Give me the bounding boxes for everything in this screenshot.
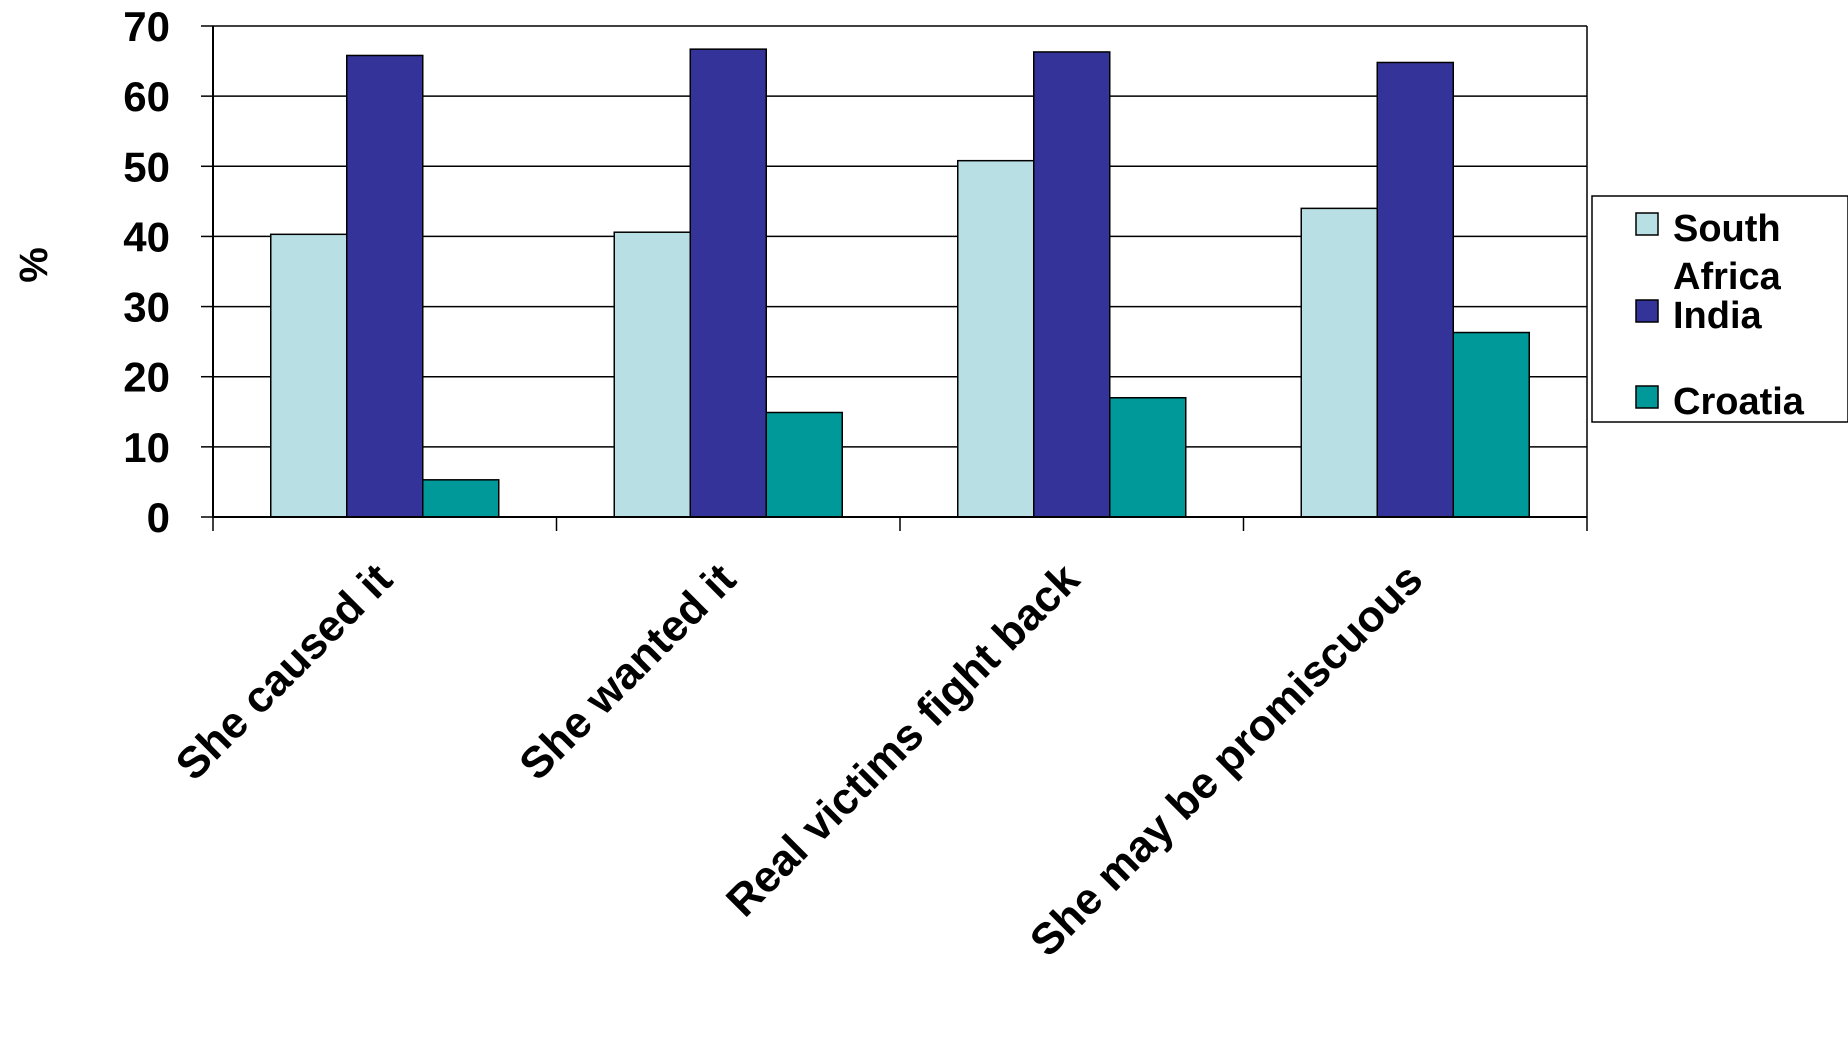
y-tick-label: 30 xyxy=(123,284,170,331)
bar xyxy=(689,48,767,518)
legend-swatch xyxy=(1635,299,1659,323)
y-tick-label: 60 xyxy=(123,73,170,120)
bar xyxy=(422,479,500,518)
legend-label: Croatia xyxy=(1673,381,1805,423)
bar xyxy=(1109,397,1187,518)
bar xyxy=(613,231,691,518)
bars xyxy=(270,48,1530,518)
gridlines xyxy=(213,25,1588,517)
legend-swatch xyxy=(1635,385,1659,409)
legend-label: South xyxy=(1673,208,1781,250)
bar xyxy=(1300,207,1378,518)
y-tick-label: 50 xyxy=(123,143,170,190)
legend-box xyxy=(1591,195,1848,423)
legend-swatch xyxy=(1635,212,1659,236)
y-tick-label: 0 xyxy=(147,494,170,541)
bar xyxy=(765,411,843,518)
y-tick-labels: 0 10 20 30 40 50 60 70 xyxy=(123,3,170,541)
y-tick-label: 40 xyxy=(123,213,170,260)
bar xyxy=(270,233,348,518)
bar xyxy=(1033,51,1111,518)
bar xyxy=(957,159,1035,518)
bar xyxy=(346,54,424,518)
axes xyxy=(201,25,1588,531)
bar xyxy=(1376,61,1454,518)
legend-label: India xyxy=(1673,295,1763,337)
legend-label: Africa xyxy=(1673,256,1782,298)
y-tick-label: 20 xyxy=(123,354,170,401)
y-axis-label: % xyxy=(12,247,56,283)
bar xyxy=(1452,331,1530,518)
y-tick-label: 70 xyxy=(123,3,170,50)
y-tick-label: 10 xyxy=(123,424,170,471)
